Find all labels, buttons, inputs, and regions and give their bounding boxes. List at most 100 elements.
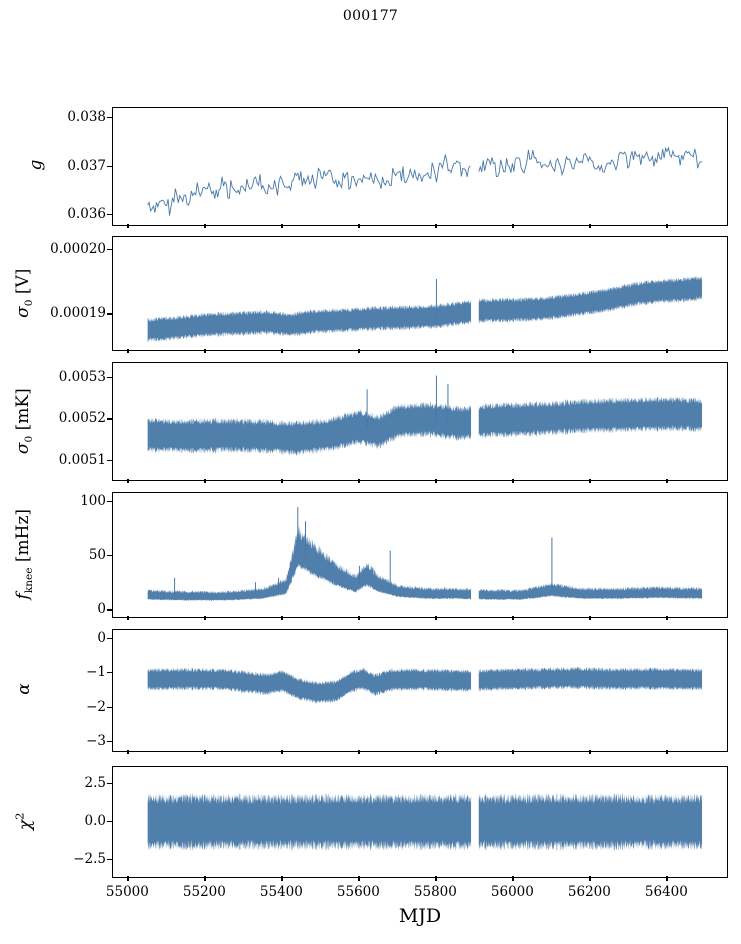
- x-tick-mark: [281, 876, 283, 881]
- y-axis-ticks-sigma0-volts: 0.00019 0.00020: [36, 236, 106, 349]
- x-tick-mark: [435, 616, 437, 620]
- x-tick-mark: [204, 876, 206, 881]
- y-tick-mark: [107, 165, 112, 167]
- x-tick-mark: [435, 349, 437, 353]
- y-tick-label: 0.0053: [58, 368, 106, 385]
- y-tick-mark: [107, 637, 112, 639]
- y-tick-mark: [107, 741, 112, 743]
- plot-panel-chi2: [112, 766, 728, 878]
- plot-panel-alpha: [112, 629, 728, 752]
- x-tick-mark: [589, 750, 591, 754]
- y-tick-label: −1: [86, 664, 106, 681]
- plot-panel-sigma0-mk: [112, 362, 728, 481]
- x-tick-mark: [204, 750, 206, 754]
- x-tick-mark: [358, 750, 360, 754]
- y-tick-label: 0: [97, 601, 106, 618]
- x-tick-label: 56400: [644, 884, 688, 900]
- x-tick-label: 56200: [567, 884, 611, 900]
- x-tick-label: 55200: [182, 884, 226, 900]
- x-tick-mark: [435, 224, 437, 228]
- x-tick-mark: [435, 750, 437, 754]
- x-tick-label: 56000: [490, 884, 534, 900]
- x-tick-mark: [127, 616, 129, 620]
- x-axis-label: MJD: [398, 905, 442, 927]
- y-axis-label-fknee: fknee [mHz]: [12, 508, 36, 600]
- y-axis-ticks-chi2: 2.5 0.0 −2.5: [36, 766, 106, 876]
- y-axis-ticks-alpha: 0 −1 −2 −3: [36, 629, 106, 750]
- x-tick-mark: [435, 876, 437, 881]
- x-tick-mark: [589, 616, 591, 620]
- y-tick-label: 0: [97, 629, 106, 646]
- plot-panel-sigma0-volts: [112, 236, 728, 351]
- x-tick-mark: [589, 349, 591, 353]
- y-tick-label: 100: [80, 492, 106, 509]
- y-tick-label: 0.037: [67, 157, 106, 174]
- y-tick-mark: [107, 672, 112, 674]
- x-tick-mark: [127, 349, 129, 353]
- x-tick-mark: [204, 224, 206, 228]
- y-tick-mark: [107, 418, 112, 420]
- x-tick-mark: [358, 479, 360, 483]
- y-tick-label: 0.036: [67, 206, 106, 223]
- y-tick-label: 0.0052: [58, 410, 106, 427]
- x-tick-label: 55600: [336, 884, 380, 900]
- y-axis-ticks-sigma0-mk: 0.0051 0.0052 0.0053: [36, 362, 106, 479]
- x-tick-mark: [281, 616, 283, 620]
- x-tick-mark: [127, 750, 129, 754]
- y-tick-mark: [107, 313, 112, 315]
- y-tick-mark: [107, 376, 112, 378]
- plot-panel-fknee: [112, 492, 728, 618]
- x-tick-mark: [281, 224, 283, 228]
- x-tick-mark: [666, 224, 668, 228]
- y-tick-mark: [107, 821, 112, 823]
- x-tick-mark: [512, 750, 514, 754]
- x-tick-mark: [358, 876, 360, 881]
- y-tick-label: 0.0051: [58, 452, 106, 469]
- y-tick-mark: [107, 859, 112, 861]
- x-tick-mark: [512, 479, 514, 483]
- y-axis-ticks-fknee: 0 50 100: [36, 492, 106, 618]
- x-tick-label: 55800: [413, 884, 457, 900]
- x-tick-mark: [666, 876, 668, 881]
- x-tick-mark: [358, 616, 360, 620]
- x-tick-mark: [127, 876, 129, 881]
- y-tick-mark: [107, 782, 112, 784]
- y-tick-mark: [107, 248, 112, 251]
- y-tick-mark: [107, 706, 112, 708]
- x-tick-mark: [204, 349, 206, 353]
- y-axis-label-chi2: χ2: [12, 812, 36, 831]
- x-tick-mark: [512, 224, 514, 228]
- y-tick-mark: [107, 500, 112, 502]
- x-tick-mark: [666, 479, 668, 483]
- y-tick-mark: [107, 116, 112, 118]
- x-tick-mark: [127, 224, 129, 228]
- x-tick-mark: [204, 479, 206, 483]
- x-tick-mark: [358, 349, 360, 353]
- y-tick-mark: [107, 555, 112, 557]
- x-tick-mark: [358, 224, 360, 228]
- y-tick-mark: [107, 609, 112, 611]
- x-tick-mark: [281, 750, 283, 754]
- x-tick-mark: [666, 616, 668, 620]
- y-tick-label: −2: [86, 698, 106, 715]
- y-tick-label: −2.5: [73, 851, 106, 868]
- x-tick-label: 55000: [105, 884, 149, 900]
- y-tick-label: 0.0: [84, 813, 106, 829]
- x-tick-mark: [281, 349, 283, 353]
- y-tick-label: 2.5: [84, 774, 106, 791]
- x-tick-label: 55400: [259, 884, 303, 900]
- y-axis-label-sigma0-mk: σ0 [mK]: [12, 387, 36, 454]
- y-tick-label: 0.00019: [50, 305, 106, 322]
- x-tick-mark: [666, 750, 668, 754]
- x-tick-mark: [512, 616, 514, 620]
- x-tick-mark: [589, 224, 591, 228]
- x-tick-mark: [666, 349, 668, 353]
- y-tick-label: −3: [86, 733, 106, 750]
- x-tick-mark: [281, 479, 283, 483]
- x-tick-mark: [589, 479, 591, 483]
- y-tick-label: 0.00020: [50, 240, 106, 257]
- y-axis-label-gain: g: [26, 159, 46, 170]
- x-tick-mark: [512, 349, 514, 353]
- y-axis-label-sigma0-volts: σ0 [V]: [12, 268, 36, 318]
